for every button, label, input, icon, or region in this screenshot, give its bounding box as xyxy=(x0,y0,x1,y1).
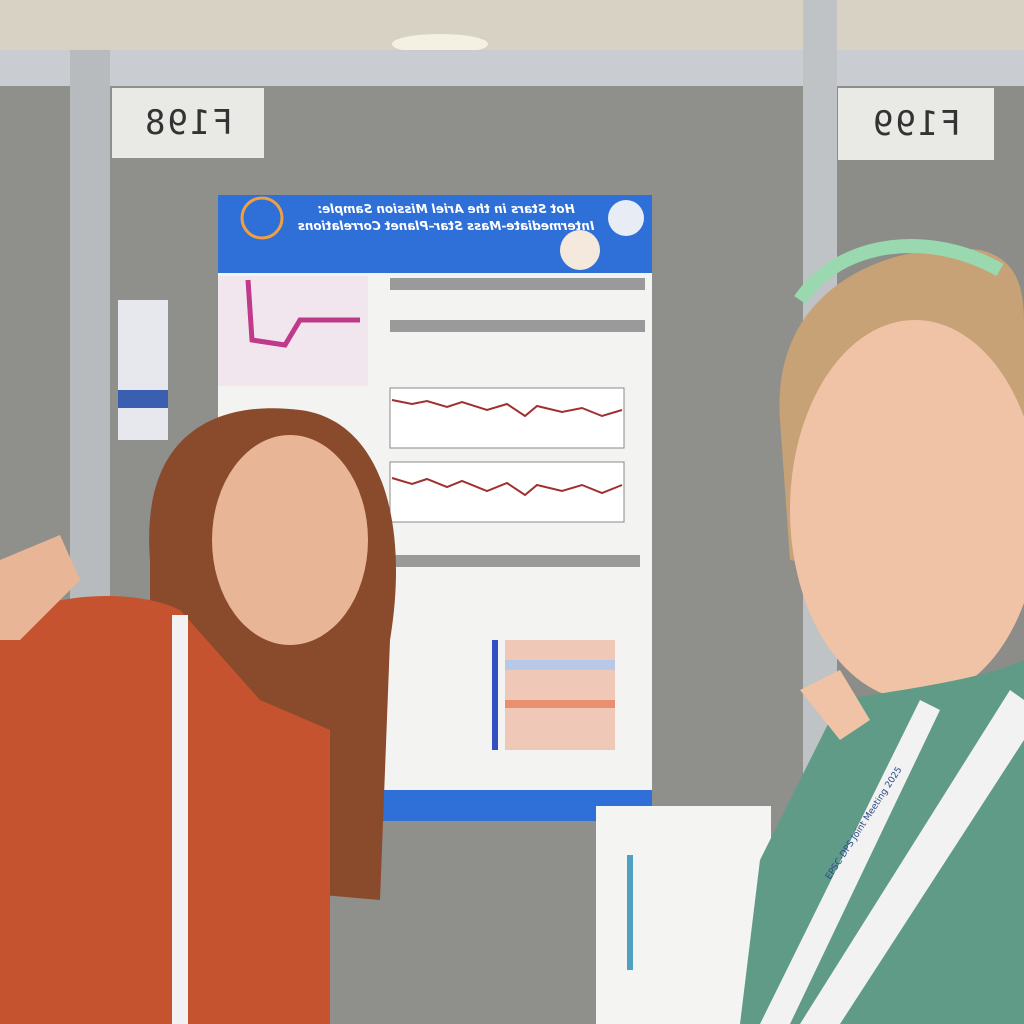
hand xyxy=(800,670,870,740)
booth-card xyxy=(838,88,994,160)
poster-title: Hot Stars in the Ariel Mission Sample: xyxy=(317,202,574,216)
poster-spectrum-line xyxy=(391,477,623,497)
poster-spectrum xyxy=(389,387,625,449)
hair-dye xyxy=(794,239,1004,305)
poster-portrait xyxy=(560,230,600,270)
post xyxy=(70,50,110,650)
poster-spectrum-line xyxy=(391,399,623,418)
face xyxy=(212,435,368,645)
poster-logo xyxy=(608,200,644,236)
poster-heatmap xyxy=(505,640,615,750)
lanyard xyxy=(760,700,940,1024)
booth-label: F198 xyxy=(143,103,233,143)
poster-heatmap-row xyxy=(505,660,615,670)
poster-heatmap-row xyxy=(505,700,615,708)
booth-label: F199 xyxy=(871,104,961,144)
poster-section-bar xyxy=(390,320,645,332)
paper-colorbar xyxy=(627,855,633,970)
leaflet xyxy=(118,300,168,440)
ceiling xyxy=(0,0,1024,50)
poster-section-bar xyxy=(375,555,640,567)
paper-sheet xyxy=(596,806,771,1024)
sweater xyxy=(0,596,330,1024)
hand xyxy=(0,535,80,640)
poster-spectrum xyxy=(389,461,625,523)
top-rail xyxy=(0,50,1024,86)
lanyard xyxy=(800,690,1024,1024)
poster-section-bar xyxy=(390,278,645,290)
booth-card xyxy=(112,88,264,158)
poster-title: Intermediate-Mass Star–Planet Correlatio… xyxy=(298,219,595,233)
poster-colorbar xyxy=(492,640,498,750)
poster-logo xyxy=(240,196,284,240)
leaflet-band xyxy=(118,390,168,408)
ceiling-light xyxy=(392,34,488,54)
poster-figure-track xyxy=(245,279,360,348)
lanyard xyxy=(172,615,188,1024)
face xyxy=(790,320,1024,700)
